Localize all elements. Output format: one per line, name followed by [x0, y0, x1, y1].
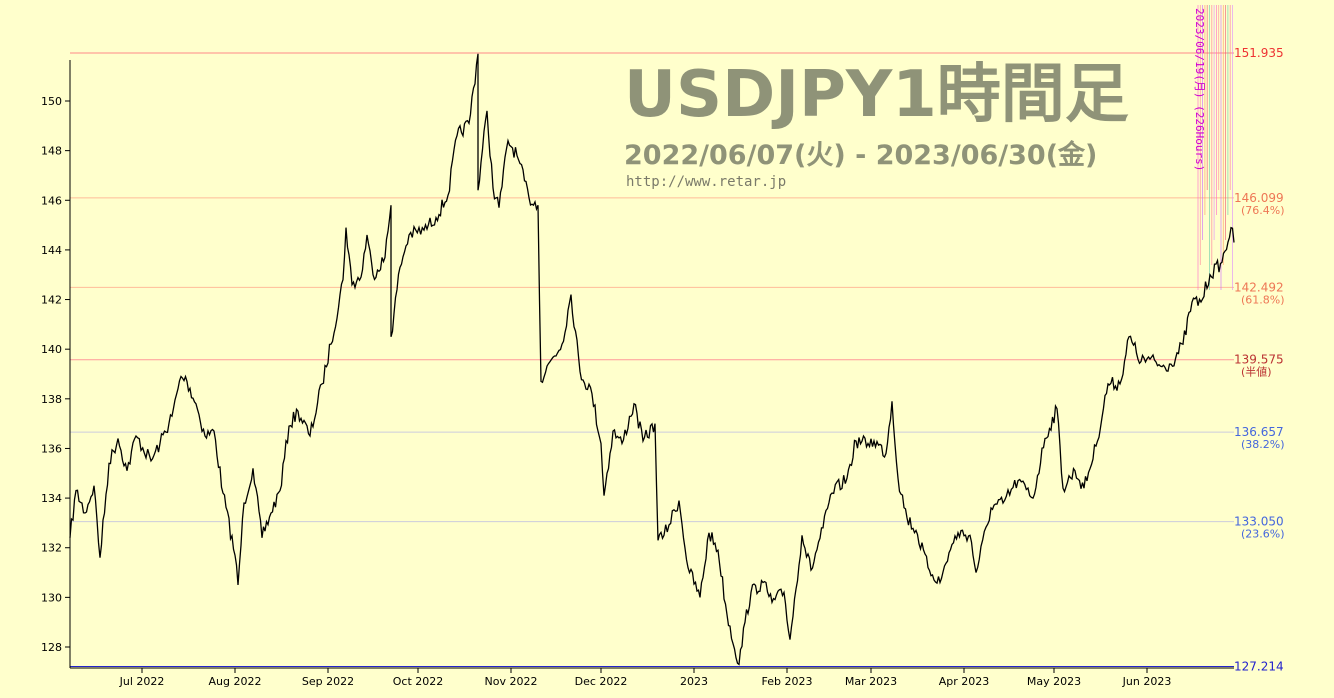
chart-title: USDJPY1時間足 [624, 58, 1129, 132]
chart-subtitle: 2022/06/07(火) - 2023/06/30(金) [624, 139, 1097, 171]
fib-price-label: 127.214 [1234, 660, 1284, 674]
x-tick-label: Jul 2022 [119, 675, 165, 688]
fib-percent-label: (38.2%) [1241, 438, 1285, 451]
fibonacci-levels: 151.935 146.099(76.4%) 142.492(61.8%) 139.5… [70, 46, 1285, 674]
x-tick-label: Apr 2023 [939, 675, 990, 688]
y-tick-label: 142 [41, 294, 62, 307]
x-tick-label: Mar 2023 [845, 675, 897, 688]
x-tick-label: Nov 2022 [485, 675, 538, 688]
fib-percent-label: (76.4%) [1241, 204, 1285, 217]
y-tick-label: 134 [41, 492, 62, 505]
fib-price-label: 136.657 [1234, 425, 1284, 439]
price-series-line [69, 53, 1235, 666]
y-tick-label: 130 [41, 591, 62, 604]
x-tick-label: May 2023 [1027, 675, 1081, 688]
y-tick-label: 146 [41, 194, 62, 207]
fib-price-label: 139.575 [1234, 353, 1284, 367]
y-tick-label: 148 [41, 145, 62, 158]
y-axis-ticks: 128 130 132 134 136 138 140 142 144 146 148 150 [41, 95, 70, 654]
y-tick-label: 150 [41, 95, 62, 108]
fib-percent-label: (半値) [1241, 365, 1272, 379]
y-tick-label: 140 [41, 343, 62, 356]
fib-price-label: 151.935 [1234, 46, 1284, 60]
fib-price-label: 133.050 [1234, 515, 1284, 529]
x-tick-label: Feb 2023 [762, 675, 813, 688]
x-tick-label: Aug 2022 [209, 675, 262, 688]
y-tick-label: 138 [41, 393, 62, 406]
y-tick-label: 132 [41, 542, 62, 555]
y-tick-label: 144 [41, 244, 62, 257]
y-tick-label: 136 [41, 442, 62, 455]
fib-price-label: 146.099 [1234, 191, 1284, 205]
fib-percent-label: (61.8%) [1241, 293, 1285, 306]
x-tick-label: Jun 2023 [1122, 675, 1172, 688]
cycle-markers [1197, 5, 1233, 290]
x-axis-ticks: Jul 2022 Aug 2022 Sep 2022 Oct 2022 Nov 2022… [119, 668, 1172, 688]
y-tick-label: 128 [41, 641, 62, 654]
x-tick-label: Sep 2022 [302, 675, 354, 688]
cycle-annotation: 2023/06/19(月) (226Hours) [1193, 8, 1206, 171]
x-tick-label: 2023 [680, 675, 708, 688]
fib-percent-label: (23.6%) [1241, 528, 1285, 541]
x-tick-label: Dec 2022 [575, 675, 628, 688]
x-tick-label: Oct 2022 [393, 675, 444, 688]
fib-price-label: 142.492 [1234, 280, 1284, 294]
source-url: http://www.retar.jp [626, 174, 786, 190]
